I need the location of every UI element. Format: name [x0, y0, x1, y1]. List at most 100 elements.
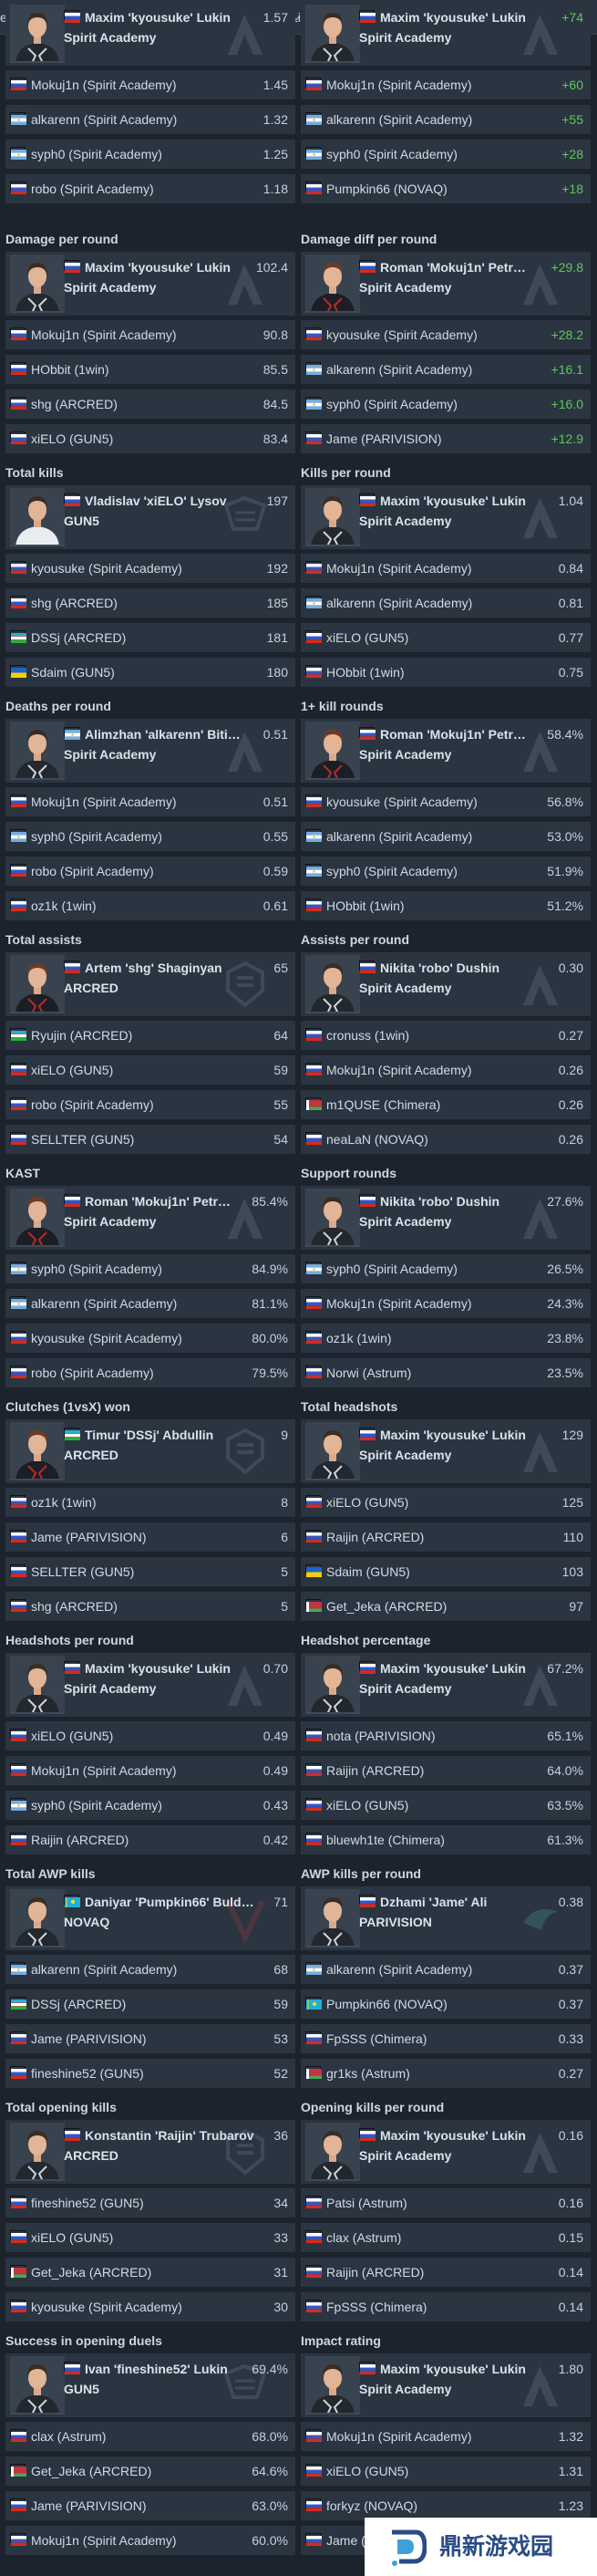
list-item[interactable]: Raijin (ARCRED) 0.14 [301, 2258, 591, 2287]
player-name[interactable]: kyousuke (Spirit Academy) [10, 1331, 229, 1345]
leader-team[interactable]: Spirit Academy [359, 2382, 452, 2396]
leader-name[interactable]: Maxim 'kyousuke' Lukin [359, 2362, 551, 2376]
player-name[interactable]: robo (Spirit Academy) [10, 182, 229, 196]
list-item[interactable]: syph0 (Spirit Academy) 26.5% [301, 1254, 591, 1283]
list-item[interactable]: Ryujin (ARCRED) 64 [5, 1021, 295, 1050]
leader-name[interactable]: Roman 'Mokuj1n' Petr… [64, 1194, 255, 1209]
list-item[interactable]: nota (PARIVISION) 65.1% [301, 1721, 591, 1750]
player-name[interactable]: DSSj (ARCRED) [10, 630, 229, 645]
leader-team[interactable]: ARCRED [64, 1448, 118, 1462]
player-name[interactable]: syph0 (Spirit Academy) [10, 147, 229, 161]
list-item[interactable]: HObbit (1win) 51.2% [301, 891, 591, 920]
list-item[interactable]: xiELO (GUN5) 59 [5, 1055, 295, 1085]
leader-team[interactable]: Spirit Academy [359, 747, 452, 762]
list-item[interactable]: Sdaim (GUN5) 103 [301, 1557, 591, 1586]
list-item[interactable]: Raijin (ARCRED) 64.0% [301, 1756, 591, 1785]
player-name[interactable]: HObbit (1win) [10, 362, 229, 377]
leader-name[interactable]: Maxim 'kyousuke' Lukin [64, 260, 255, 275]
list-item[interactable]: alkarenn (Spirit Academy) 1.32 [5, 105, 295, 134]
leader-row[interactable]: Ivan 'fineshine52' Lukin GUN5 69.4% [5, 2353, 295, 2417]
leader-name[interactable]: Artem 'shg' Shaginyan [64, 961, 255, 975]
list-item[interactable]: cronuss (1win) 0.27 [301, 1021, 591, 1050]
leader-team[interactable]: ARCRED [64, 2148, 118, 2163]
list-item[interactable]: syph0 (Spirit Academy) 0.43 [5, 1791, 295, 1820]
list-item[interactable]: xiELO (GUN5) 1.31 [301, 2457, 591, 2486]
list-item[interactable]: Mokuj1n (Spirit Academy) 0.26 [301, 1055, 591, 1085]
list-item[interactable]: Mokuj1n (Spirit Academy) 0.51 [5, 787, 295, 816]
list-item[interactable]: alkarenn (Spirit Academy) 68 [5, 1955, 295, 1984]
player-name[interactable]: kyousuke (Spirit Academy) [305, 795, 524, 809]
list-item[interactable]: oz1k (1win) 23.8% [301, 1324, 591, 1353]
leader-name[interactable]: Maxim 'kyousuke' Lukin [359, 1428, 551, 1442]
list-item[interactable]: syph0 (Spirit Academy) 1.25 [5, 140, 295, 169]
list-item[interactable]: Raijin (ARCRED) 110 [301, 1522, 591, 1552]
player-name[interactable]: syph0 (Spirit Academy) [305, 1262, 524, 1276]
player-name[interactable]: xiELO (GUN5) [305, 1495, 524, 1510]
player-name[interactable]: syph0 (Spirit Academy) [10, 1798, 229, 1813]
player-name[interactable]: Mokuj1n (Spirit Academy) [10, 2533, 229, 2548]
list-item[interactable]: xiELO (GUN5) 63.5% [301, 1791, 591, 1820]
list-item[interactable]: Mokuj1n (Spirit Academy) 0.84 [301, 554, 591, 583]
list-item[interactable]: bluewh1te (Chimera) 61.3% [301, 1825, 591, 1854]
list-item[interactable]: alkarenn (Spirit Academy) +16.1 [301, 355, 591, 384]
player-name[interactable]: shg (ARCRED) [10, 397, 229, 411]
leader-name[interactable]: Roman 'Mokuj1n' Petr… [359, 260, 551, 275]
leader-name[interactable]: Nikita 'robo' Dushin [359, 1194, 551, 1209]
list-item[interactable]: shg (ARCRED) 185 [5, 588, 295, 618]
list-item[interactable]: Get_Jeka (ARCRED) 31 [5, 2258, 295, 2287]
list-item[interactable]: Mokuj1n (Spirit Academy) 1.45 [5, 70, 295, 99]
player-name[interactable]: alkarenn (Spirit Academy) [305, 829, 524, 844]
leader-team[interactable]: Spirit Academy [359, 30, 452, 45]
list-item[interactable]: Mokuj1n (Spirit Academy) +60 [301, 70, 591, 99]
list-item[interactable]: kyousuke (Spirit Academy) 80.0% [5, 1324, 295, 1353]
leader-row[interactable]: Alimzhan 'alkarenn' Biti… Spirit Academy 0… [5, 719, 295, 783]
list-item[interactable]: Jame (PARIVISION) +12.9 [301, 424, 591, 453]
list-item[interactable]: Pumpkin66 (NOVAQ) 0.37 [301, 1989, 591, 2019]
player-name[interactable]: m1QUSE (Chimera) [305, 1097, 524, 1112]
leader-row[interactable]: Maxim 'kyousuke' Lukin Spirit Academy 1.04 [301, 485, 591, 549]
player-name[interactable]: Get_Jeka (ARCRED) [10, 2464, 229, 2478]
list-item[interactable]: shg (ARCRED) 5 [5, 1592, 295, 1621]
player-name[interactable]: clax (Astrum) [10, 2429, 229, 2444]
leader-name[interactable]: Dzhami 'Jame' Ali [359, 1895, 551, 1909]
player-name[interactable]: Get_Jeka (ARCRED) [305, 1599, 524, 1614]
player-name[interactable]: Raijin (ARCRED) [305, 1530, 524, 1544]
list-item[interactable]: alkarenn (Spirit Academy) +55 [301, 105, 591, 134]
player-name[interactable]: oz1k (1win) [10, 898, 229, 913]
leader-team[interactable]: NOVAQ [64, 1915, 110, 1929]
list-item[interactable]: Mokuj1n (Spirit Academy) 90.8 [5, 320, 295, 349]
player-name[interactable]: robo (Spirit Academy) [10, 1097, 229, 1112]
player-name[interactable]: syph0 (Spirit Academy) [305, 864, 524, 878]
list-item[interactable]: robo (Spirit Academy) 1.18 [5, 174, 295, 203]
list-item[interactable]: xiELO (GUN5) 0.77 [301, 623, 591, 652]
player-name[interactable]: HObbit (1win) [305, 665, 524, 680]
list-item[interactable]: syph0 (Spirit Academy) 84.9% [5, 1254, 295, 1283]
player-name[interactable]: Pumpkin66 (NOVAQ) [305, 182, 524, 196]
leader-name[interactable]: Maxim 'kyousuke' Lukin [359, 1661, 551, 1676]
player-name[interactable]: nota (PARIVISION) [305, 1729, 524, 1743]
list-item[interactable]: Jame (PARIVISION) 6 [5, 1522, 295, 1552]
player-name[interactable]: forkyz (NOVAQ) [305, 2498, 524, 2513]
player-name[interactable]: Get_Jeka (ARCRED) [10, 2265, 229, 2280]
player-name[interactable]: shg (ARCRED) [10, 596, 229, 610]
list-item[interactable]: syph0 (Spirit Academy) +28 [301, 140, 591, 169]
list-item[interactable]: clax (Astrum) 0.15 [301, 2223, 591, 2252]
player-name[interactable]: xiELO (GUN5) [305, 630, 524, 645]
leader-row[interactable]: Maxim 'kyousuke' Lukin Spirit Academy +74 [301, 2, 591, 66]
list-item[interactable]: Raijin (ARCRED) 0.42 [5, 1825, 295, 1854]
leader-row[interactable]: Roman 'Mokuj1n' Petr… Spirit Academy 85.4% [5, 1186, 295, 1250]
list-item[interactable]: Mokuj1n (Spirit Academy) 60.0% [5, 2526, 295, 2555]
list-item[interactable]: robo (Spirit Academy) 79.5% [5, 1358, 295, 1387]
player-name[interactable]: Mokuj1n (Spirit Academy) [305, 2429, 524, 2444]
leader-team[interactable]: Spirit Academy [359, 1448, 452, 1462]
player-name[interactable]: oz1k (1win) [305, 1331, 524, 1345]
player-name[interactable]: syph0 (Spirit Academy) [10, 829, 229, 844]
leader-team[interactable]: Spirit Academy [359, 2148, 452, 2163]
player-name[interactable]: Jame (PARIVISION) [10, 2498, 229, 2513]
player-name[interactable]: clax (Astrum) [305, 2230, 524, 2245]
player-name[interactable]: Patsi (Astrum) [305, 2196, 524, 2210]
list-item[interactable]: neaLaN (NOVAQ) 0.26 [301, 1125, 591, 1154]
list-item[interactable]: m1QUSE (Chimera) 0.26 [301, 1090, 591, 1119]
leader-team[interactable]: Spirit Academy [359, 1681, 452, 1696]
player-name[interactable]: Norwi (Astrum) [305, 1366, 524, 1380]
